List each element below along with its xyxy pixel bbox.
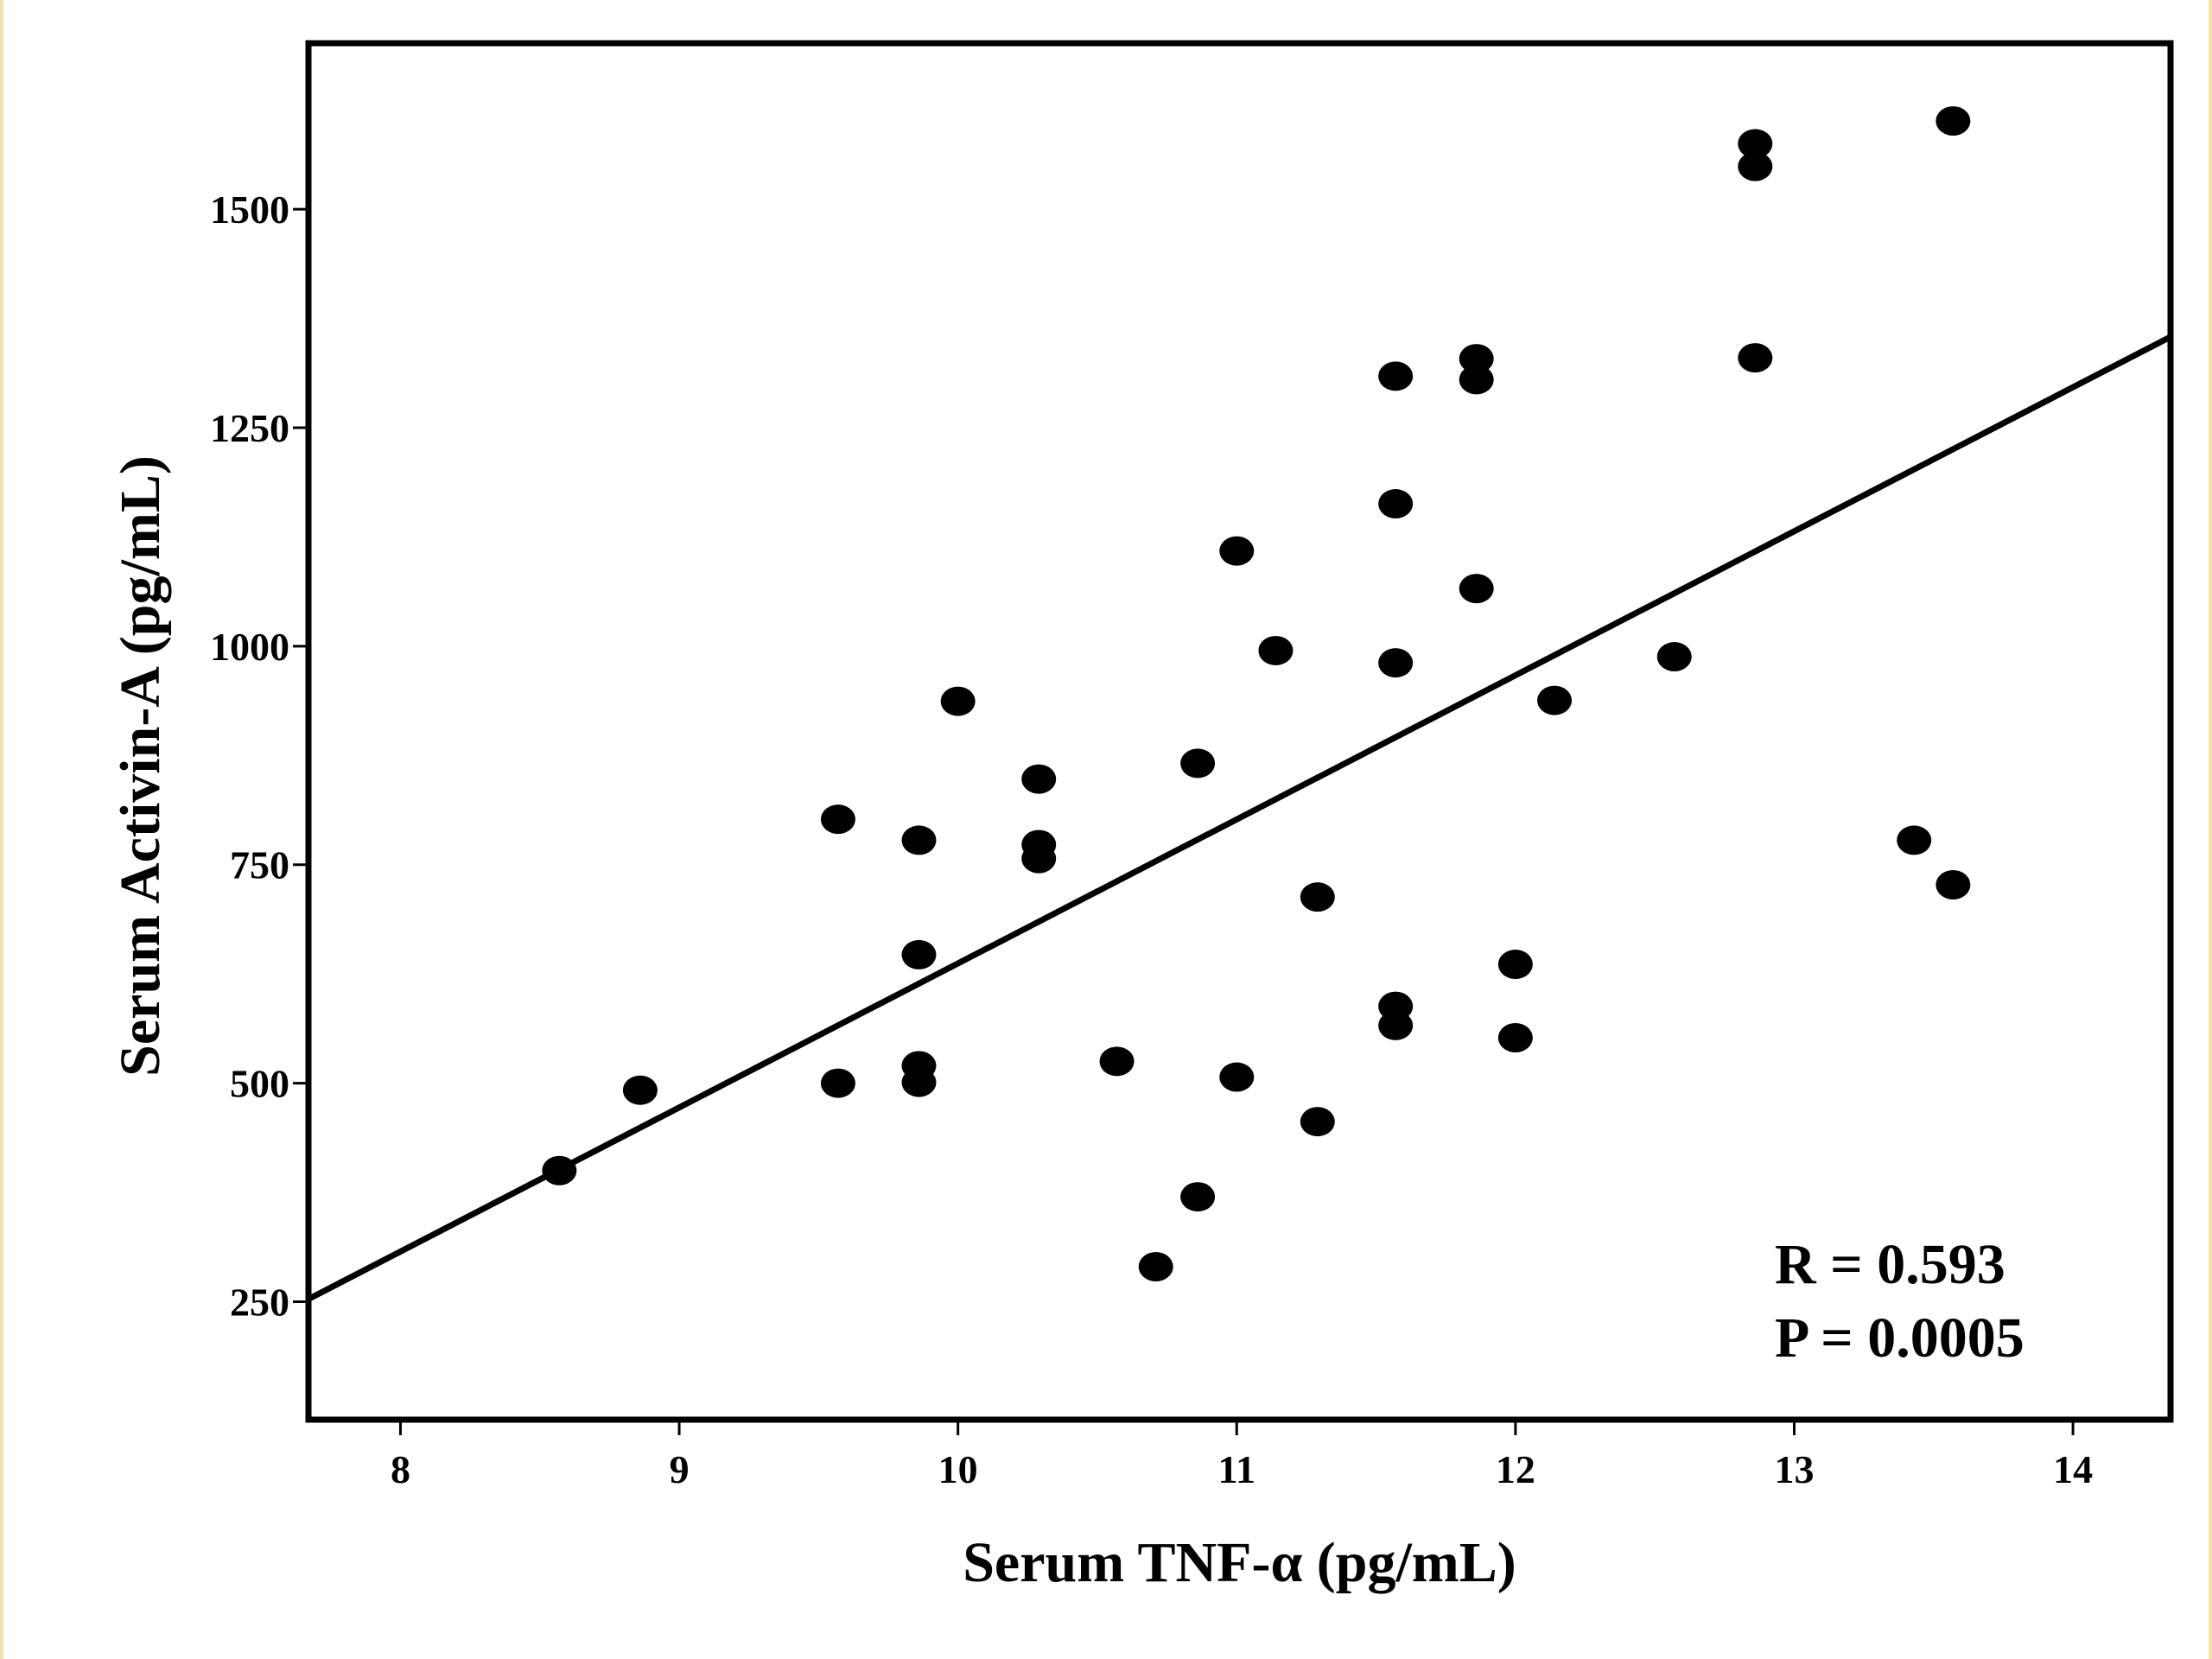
data-point-31 — [1537, 685, 1573, 715]
data-point-11 — [1021, 764, 1057, 794]
plot-area — [305, 40, 2174, 1423]
y-tick-label-0: 250 — [230, 1280, 289, 1324]
plot-frame — [305, 40, 2174, 1423]
correlation-r-annotation: R = 0.593 — [1775, 1233, 2005, 1296]
x-tick-label-6: 14 — [2053, 1447, 2093, 1491]
data-point-6 — [901, 939, 937, 969]
x-axis: 8 9 10 11 12 13 14 — [391, 1420, 2093, 1491]
data-point-17 — [1219, 536, 1255, 566]
data-point-38 — [1936, 106, 1971, 137]
data-point-23 — [1378, 648, 1414, 678]
y-axis-title: Serum Activin-A (pg/mL) — [109, 455, 172, 1077]
y-tick-label-4: 1250 — [210, 406, 289, 450]
data-point-10 — [1021, 830, 1057, 860]
data-point-33 — [1738, 343, 1773, 373]
data-point-16 — [1219, 1062, 1255, 1092]
p-value-annotation: P = 0.0005 — [1775, 1306, 2024, 1370]
y-tick-label-5: 1500 — [210, 188, 289, 232]
data-point-27 — [1459, 365, 1494, 395]
data-point-35 — [1738, 129, 1773, 159]
data-point-26 — [1459, 574, 1494, 604]
data-point-12 — [1099, 1046, 1135, 1077]
y-tick-label-3: 1000 — [210, 625, 289, 669]
data-point-32 — [1656, 642, 1692, 672]
data-point-29 — [1497, 1023, 1533, 1053]
x-tick-label-4: 12 — [1496, 1447, 1535, 1491]
data-point-36 — [1897, 825, 1932, 855]
data-point-0 — [542, 1155, 577, 1185]
data-point-28 — [1459, 344, 1494, 374]
x-axis-title: Serum TNF-α (pg/mL) — [963, 1531, 1516, 1594]
data-point-7 — [901, 825, 937, 855]
data-point-5 — [901, 1051, 937, 1081]
data-point-14 — [1180, 1182, 1216, 1212]
x-tick-label-1: 9 — [670, 1447, 690, 1491]
y-tick-label-2: 750 — [230, 843, 289, 887]
y-tick-label-1: 500 — [230, 1062, 289, 1106]
data-point-22 — [1378, 991, 1414, 1021]
y-axis: 250 500 750 1000 1250 1500 — [210, 188, 308, 1324]
scatter-chart: 8 9 10 11 12 13 14 250 500 750 1000 1250 1500 Serum… — [109, 40, 2174, 1594]
x-tick-label-0: 8 — [391, 1447, 410, 1491]
data-point-1 — [622, 1075, 658, 1105]
data-point-3 — [820, 804, 855, 835]
data-point-13 — [1138, 1252, 1173, 1281]
x-tick-label-2: 10 — [938, 1447, 978, 1491]
x-tick-label-5: 13 — [1774, 1447, 1814, 1491]
data-point-20 — [1300, 882, 1335, 912]
data-point-2 — [820, 1068, 855, 1098]
data-point-8 — [940, 686, 976, 716]
data-point-18 — [1258, 635, 1294, 665]
data-point-37 — [1936, 870, 1971, 900]
data-point-15 — [1180, 748, 1216, 779]
data-point-19 — [1300, 1107, 1335, 1137]
regression-line — [307, 334, 2172, 1302]
data-point-25 — [1378, 361, 1414, 391]
x-tick-label-3: 11 — [1218, 1447, 1255, 1491]
data-point-34 — [1738, 151, 1773, 181]
data-point-30 — [1497, 950, 1533, 980]
data-point-24 — [1378, 489, 1414, 519]
